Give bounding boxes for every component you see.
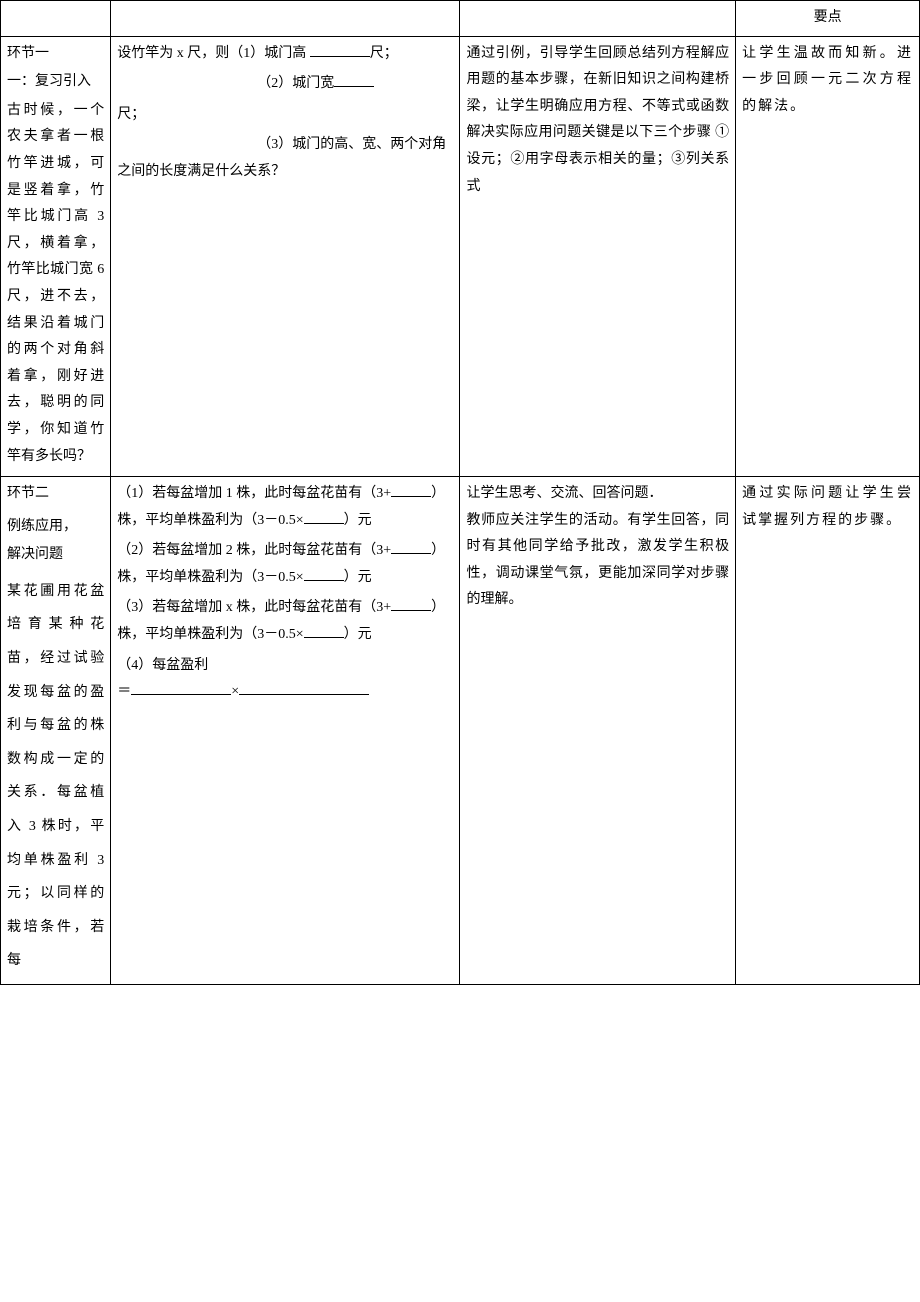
blank-fill [391,540,431,554]
blank-fill [391,597,431,611]
key-points-1: 让学生温故而知新。进一步回顾一元二次方程的解法。 [742,41,913,121]
question-block-2: （2）城门宽 [117,71,453,98]
section-subtitle-2b: 解决问题 [7,542,104,569]
question-block-3: （3）城门的高、宽、两个对角之间的长度满足什么关系？ [117,132,453,185]
question-block-1: 设竹竿为 x 尺，则（1）城门高 尺； [117,41,453,68]
blank-fill [334,73,374,87]
blank-fill [239,681,369,695]
q3-pre: （3）若每盆增加 x 株，此时每盆花苗有（3+ [117,600,391,615]
q4-label: （4）每盆盈利 [117,653,453,680]
cell-r0c4: 要点 [736,1,920,37]
q1-intro: 设竹竿为 x 尺，则（1）城门高 [117,46,306,61]
cell-r1c2: 设竹竿为 x 尺，则（1）城门高 尺； （2）城门宽 尺； （3）城门的高、宽、… [111,36,460,477]
q2-pre: （2）城门宽 [257,76,334,91]
section-label-2: 环节二 [7,481,104,508]
section-label-1: 环节一 [7,41,104,68]
cell-r0c2 [111,1,460,37]
cell-r2c3: 让学生思考、交流、回答问题． 教师应关注学生的活动。有学生回答，同时有其他同学给… [460,477,736,985]
header-text: 要点 [814,10,842,25]
q4-equation: ＝× [117,679,453,706]
blank-fill [131,681,231,695]
q1-suf: ）元 [344,513,372,528]
cell-r1c1: 环节一 一：复习引入 古时候，一个农夫拿者一根竹竿进城，可是竖着拿，竹竿比城门高… [1,36,111,477]
section-subtitle-1: 一：复习引入 [7,69,104,96]
cell-r0c3 [460,1,736,37]
story-text-2: 某花圃用花盆培育某种花苗，经过试验发现每盆的盈利与每盆的株数构成一定的关系．每盆… [7,575,104,978]
exercise-q2: （2）若每盆增加 2 株，此时每盆花苗有（3+）株，平均单株盈利为（3－0.5×… [117,538,453,591]
q3-text: （3）城门的高、宽、两个对角之间的长度满足什么关系？ [117,137,446,179]
cell-r2c2: （1）若每盆增加 1 株，此时每盆花苗有（3+）株，平均单株盈利为（3－0.5×… [111,477,460,985]
cell-r2c4: 通过实际问题让学生尝试掌握列方程的步骤。 [736,477,920,985]
exercise-q3: （3）若每盆增加 x 株，此时每盆花苗有（3+）株，平均单株盈利为（3－0.5×… [117,595,453,648]
q4-eq-pre: ＝ [117,684,131,699]
q2-pre: （2）若每盆增加 2 株，此时每盆花苗有（3+ [117,543,391,558]
blank-fill [304,510,344,524]
lesson-plan-table: 要点 环节一 一：复习引入 古时候，一个农夫拿者一根竹竿进城，可是竖着拿，竹竿比… [0,0,920,985]
q4-eq-mid: × [231,684,239,699]
exercise-q4: （4）每盆盈利 ＝× [117,653,453,706]
story-text-1: 古时候，一个农夫拿者一根竹竿进城，可是竖着拿，竹竿比城门高 3 尺，横着拿，竹竿… [7,98,104,470]
question-block-2b: 尺； [117,102,453,129]
exercise-q1: （1）若每盆增加 1 株，此时每盆花苗有（3+）株，平均单株盈利为（3－0.5×… [117,481,453,534]
cell-r1c4: 让学生温故而知新。进一步回顾一元二次方程的解法。 [736,36,920,477]
table-row: 环节二 例练应用， 解决问题 某花圃用花盆培育某种花苗，经过试验发现每盆的盈利与… [1,477,920,985]
table-row: 要点 [1,1,920,37]
q3-suf: ）元 [344,627,372,642]
q1-pre: （1）若每盆增加 1 株，此时每盆花苗有（3+ [117,486,391,501]
q2-suf: 尺； [117,107,145,122]
blank-fill [391,483,431,497]
cell-r2c1: 环节二 例练应用， 解决问题 某花圃用花盆培育某种花苗，经过试验发现每盆的盈利与… [1,477,111,985]
cell-r1c3: 通过引例，引导学生回顾总结列方程解应用题的基本步骤，在新旧知识之间构建桥梁，让学… [460,36,736,477]
q2-suf: ）元 [344,570,372,585]
blank-fill [304,567,344,581]
design-intent-1: 通过引例，引导学生回顾总结列方程解应用题的基本步骤，在新旧知识之间构建桥梁，让学… [466,41,729,201]
q1-suffix: 尺； [370,46,398,61]
key-points-2: 通过实际问题让学生尝试掌握列方程的步骤。 [742,481,913,534]
design-intent-2: 让学生思考、交流、回答问题． 教师应关注学生的活动。有学生回答，同时有其他同学给… [466,481,729,614]
blank-fill [304,624,344,638]
table-row: 环节一 一：复习引入 古时候，一个农夫拿者一根竹竿进城，可是竖着拿，竹竿比城门高… [1,36,920,477]
cell-r0c1 [1,1,111,37]
section-subtitle-2a: 例练应用， [7,514,104,541]
blank-fill [310,43,370,57]
